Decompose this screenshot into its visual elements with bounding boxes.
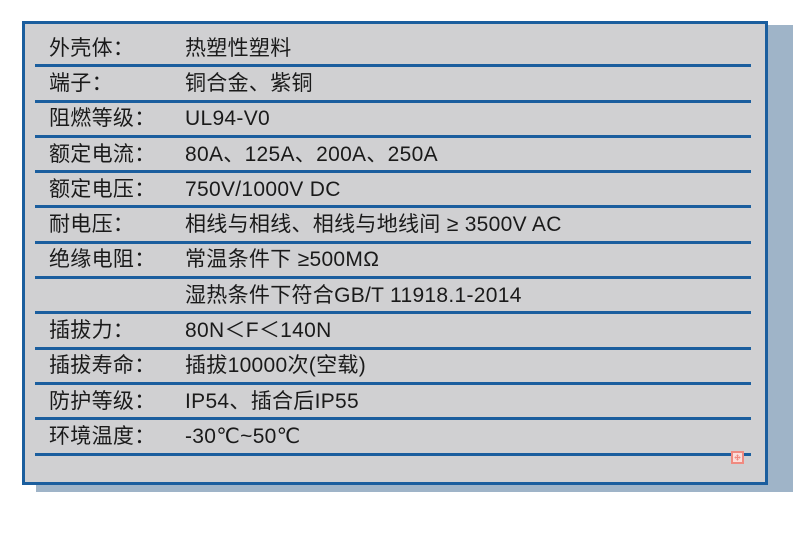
spec-value: 750V/1000V DC bbox=[185, 177, 341, 201]
spec-value: 常温条件下 ≥500MΩ bbox=[185, 248, 380, 272]
spec-value: 插拔10000次(空载) bbox=[185, 354, 366, 378]
table-row: 插拔寿命： 插拔10000次(空载) bbox=[35, 350, 751, 385]
spec-label: 插拔力： bbox=[49, 319, 135, 343]
spec-label: 额定电压： bbox=[49, 177, 156, 201]
spec-label: 耐电压： bbox=[49, 213, 135, 237]
spec-label: 外壳体： bbox=[49, 36, 135, 60]
spec-value: 热塑性塑料 bbox=[185, 36, 292, 60]
spec-label: 阻燃等级： bbox=[49, 107, 156, 131]
spec-value: 相线与相线、相线与地线间 ≥ 3500V AC bbox=[185, 213, 562, 237]
spec-label: 额定电流： bbox=[49, 142, 156, 166]
move-marker-icon[interactable] bbox=[731, 451, 744, 464]
table-row: 外壳体： 热塑性塑料 bbox=[35, 32, 751, 68]
table-row: 耐电压： 相线与相线、相线与地线间 ≥ 3500V AC bbox=[35, 208, 751, 244]
spec-value: 铜合金、紫铜 bbox=[185, 71, 313, 95]
spec-label: 防护等级： bbox=[49, 389, 156, 413]
table-row: 防护等级： IP54、插合后IP55 bbox=[35, 385, 751, 421]
table-row: 插拔力： 80N＜F＜140N bbox=[35, 314, 751, 350]
specification-panel: 外壳体： 热塑性塑料 端子： 铜合金、紫铜 阻燃等级： UL94-V0 额定电流… bbox=[22, 21, 768, 485]
table-row: 额定电压： 750V/1000V DC bbox=[35, 173, 751, 209]
spec-value: 80A、125A、200A、250A bbox=[185, 142, 438, 166]
spec-value: IP54、插合后IP55 bbox=[185, 389, 359, 413]
spec-value: 80N＜F＜140N bbox=[185, 319, 332, 343]
spec-label: 绝缘电阻： bbox=[49, 248, 156, 272]
table-row: 端子： 铜合金、紫铜 bbox=[35, 67, 751, 103]
table-footer-space bbox=[35, 456, 751, 482]
spec-label: 插拔寿命： bbox=[49, 354, 156, 378]
table-row-continuation: 湿热条件下符合GB/T 11918.1-2014 bbox=[35, 279, 751, 315]
spec-label: 端子： bbox=[49, 71, 113, 95]
specification-table: 外壳体： 热塑性塑料 端子： 铜合金、紫铜 阻燃等级： UL94-V0 额定电流… bbox=[25, 24, 765, 482]
table-row: 阻燃等级： UL94-V0 bbox=[35, 103, 751, 138]
spec-value: UL94-V0 bbox=[185, 107, 270, 131]
spec-label: 环境温度： bbox=[49, 424, 156, 448]
table-row: 额定电流： 80A、125A、200A、250A bbox=[35, 138, 751, 174]
table-row: 绝缘电阻： 常温条件下 ≥500MΩ bbox=[35, 244, 751, 280]
overlay-layer bbox=[25, 24, 765, 482]
table-row: 环境温度： -30℃~50℃ bbox=[35, 420, 751, 456]
spec-value: 湿热条件下符合GB/T 11918.1-2014 bbox=[185, 283, 522, 307]
spec-value: -30℃~50℃ bbox=[185, 424, 301, 448]
